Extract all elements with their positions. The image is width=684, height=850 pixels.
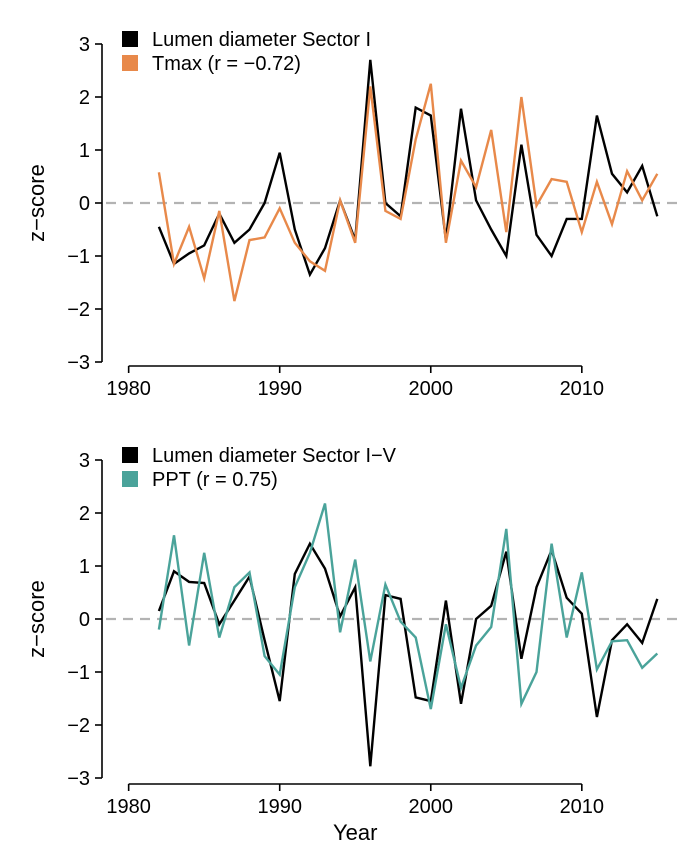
y-tick-label: 0 [79,193,90,215]
legend-label: Lumen diameter Sector I [152,29,371,51]
y-tick-label: −1 [67,246,90,268]
panel-bottom: −3 −2 −1 0 1 2 3 1980 1990 2000 2010 z−score Year Lum… [24,445,678,845]
legend-swatch [122,471,138,487]
legend-label: Tmax (r = −0.72) [152,53,301,75]
x-tick-label: 1980 [106,796,151,818]
y-tick-label: −1 [67,662,90,684]
y-tick-label: 3 [79,450,90,472]
y-axis-title: z−score [24,580,49,658]
y-tick-label: 2 [79,503,90,525]
y-tick-label: −2 [67,715,90,737]
series-line-climate [157,83,659,302]
x-tick-label: 1980 [106,378,151,400]
series-line-lumen [157,59,659,278]
legend-label: Lumen diameter Sector I−V [152,445,397,467]
panel-top: −3 −2 −1 0 1 2 3 1980 1990 2000 2010 z−score Lumen d… [24,29,678,400]
x-tick-label: 2010 [560,378,605,400]
x-tick-label: 2000 [409,796,454,818]
x-tick-label: 1990 [257,378,302,400]
x-axis-title: Year [333,820,377,845]
y-tick-label: 3 [79,34,90,56]
legend-swatch [122,447,138,463]
series-line-climate [157,503,659,710]
legend-label: PPT (r = 0.75) [152,469,278,491]
x-tick-label: 2010 [560,796,605,818]
y-axis-title: z−score [24,164,49,242]
y-tick-label: 1 [79,140,90,162]
y-tick-label: 0 [79,609,90,631]
y-tick-label: −3 [67,352,90,374]
y-tick-label: 1 [79,556,90,578]
x-tick-label: 2000 [409,378,454,400]
y-tick-label: −3 [67,768,90,790]
legend-swatch [122,55,138,71]
x-tick-label: 1990 [257,796,302,818]
y-tick-label: 2 [79,87,90,109]
legend-swatch [122,31,138,47]
y-tick-label: −2 [67,299,90,321]
